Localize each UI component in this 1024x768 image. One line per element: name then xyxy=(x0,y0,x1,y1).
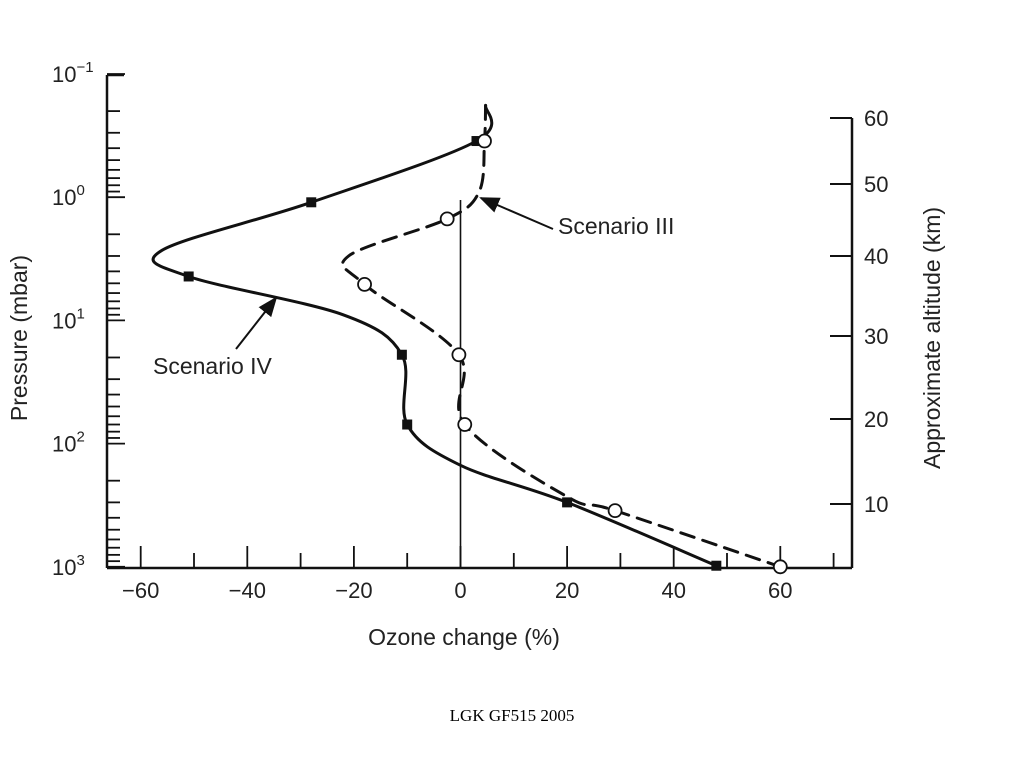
scenario-iii-point xyxy=(457,417,473,432)
pressure-tick-label: 10−1 xyxy=(52,59,94,87)
altitude-tick-label: 60 xyxy=(864,106,888,131)
pressure-tick-label: 100 xyxy=(52,182,85,210)
annotation-layer: Scenario III Scenario IV xyxy=(153,197,674,379)
series-layer xyxy=(151,103,788,575)
scenario-iii-point xyxy=(607,503,623,519)
scenario-iv-point xyxy=(183,271,194,282)
altitude-tick-label: 10 xyxy=(864,492,888,517)
pressure-axis: 10−1 100 101 102 103 xyxy=(52,59,125,580)
scenario-iv-point xyxy=(306,197,317,208)
altitude-tick-label: 20 xyxy=(864,407,888,432)
scenario-iii-line xyxy=(341,103,782,569)
pressure-tick-label: 103 xyxy=(52,552,85,580)
series-scenario-iv xyxy=(151,103,722,571)
y-axis-title-left: Pressure (mbar) xyxy=(6,255,32,421)
scenario-iii-point xyxy=(477,133,492,149)
altitude-axis: 10 20 30 40 50 60 xyxy=(830,106,888,517)
altitude-tick-label: 40 xyxy=(864,244,888,269)
series-scenario-iii xyxy=(341,103,788,575)
y-axis-title-right: Approximate altitude (km) xyxy=(919,207,945,469)
x-tick-label: −40 xyxy=(229,578,266,603)
pressure-tick-label: 101 xyxy=(52,305,85,333)
scenario-iii-point xyxy=(772,559,788,575)
altitude-tick-label: 30 xyxy=(864,324,888,349)
scenario-iv-point xyxy=(562,497,573,508)
scenario-iv-label: Scenario IV xyxy=(153,353,273,379)
pressure-tick-label: 102 xyxy=(52,429,85,457)
x-tick-label: −20 xyxy=(335,578,372,603)
footer-caption: LGK GF515 2005 xyxy=(449,706,575,725)
scenario-iv-leader-arrow xyxy=(235,296,278,350)
scenario-iii-point xyxy=(357,276,372,292)
x-tick-label: 60 xyxy=(768,578,792,603)
x-tick-label: −60 xyxy=(122,578,159,603)
scenario-iii-leader-arrow xyxy=(479,197,554,230)
scenario-iv-point xyxy=(471,136,482,147)
scenario-iv-point xyxy=(396,349,407,360)
altitude-tick-label: 50 xyxy=(864,172,888,197)
scenario-iv-line xyxy=(151,103,718,568)
ozone-change-axis: −60 −40 −20 0 20 40 60 xyxy=(122,546,835,603)
scenario-iii-point xyxy=(451,347,467,363)
x-tick-label: 0 xyxy=(454,578,466,603)
scenario-iv-point xyxy=(711,560,722,571)
x-axis-title: Ozone change (%) xyxy=(368,624,560,650)
scenario-iii-point xyxy=(439,211,455,227)
plot-frame xyxy=(105,73,854,570)
scenario-iv-point xyxy=(402,419,413,430)
x-tick-label: 20 xyxy=(555,578,579,603)
scenario-iii-label: Scenario III xyxy=(558,213,674,239)
x-tick-label: 40 xyxy=(661,578,685,603)
